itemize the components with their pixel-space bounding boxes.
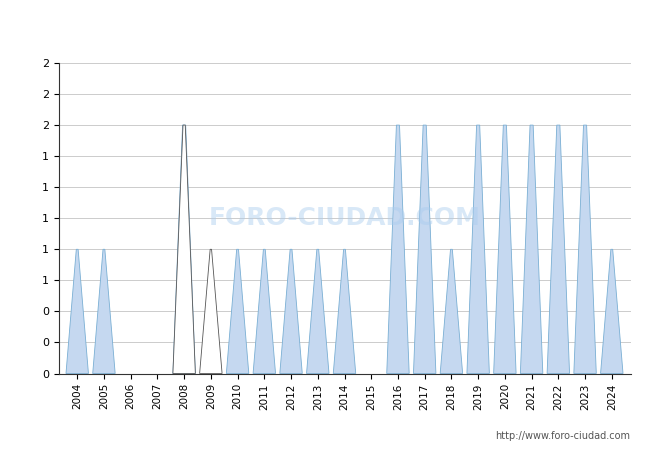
Polygon shape: [200, 249, 222, 374]
Text: Sotalbo - Evolucion del Nº de Transacciones Inmobiliarias: Sotalbo - Evolucion del Nº de Transaccio…: [115, 18, 535, 33]
Polygon shape: [226, 249, 249, 374]
Polygon shape: [467, 125, 489, 374]
Polygon shape: [333, 249, 356, 374]
Polygon shape: [413, 125, 436, 374]
Polygon shape: [574, 125, 596, 374]
Polygon shape: [440, 249, 463, 374]
Polygon shape: [280, 249, 302, 374]
Polygon shape: [307, 249, 329, 374]
Text: FORO-CIUDAD.COM: FORO-CIUDAD.COM: [209, 206, 480, 230]
Polygon shape: [601, 249, 623, 374]
Polygon shape: [173, 125, 196, 374]
Polygon shape: [66, 249, 88, 374]
Polygon shape: [521, 125, 543, 374]
Polygon shape: [93, 249, 115, 374]
Polygon shape: [253, 249, 276, 374]
Polygon shape: [387, 125, 410, 374]
Polygon shape: [173, 125, 196, 374]
Polygon shape: [493, 125, 516, 374]
Text: http://www.foro-ciudad.com: http://www.foro-ciudad.com: [495, 431, 630, 441]
Polygon shape: [547, 125, 569, 374]
